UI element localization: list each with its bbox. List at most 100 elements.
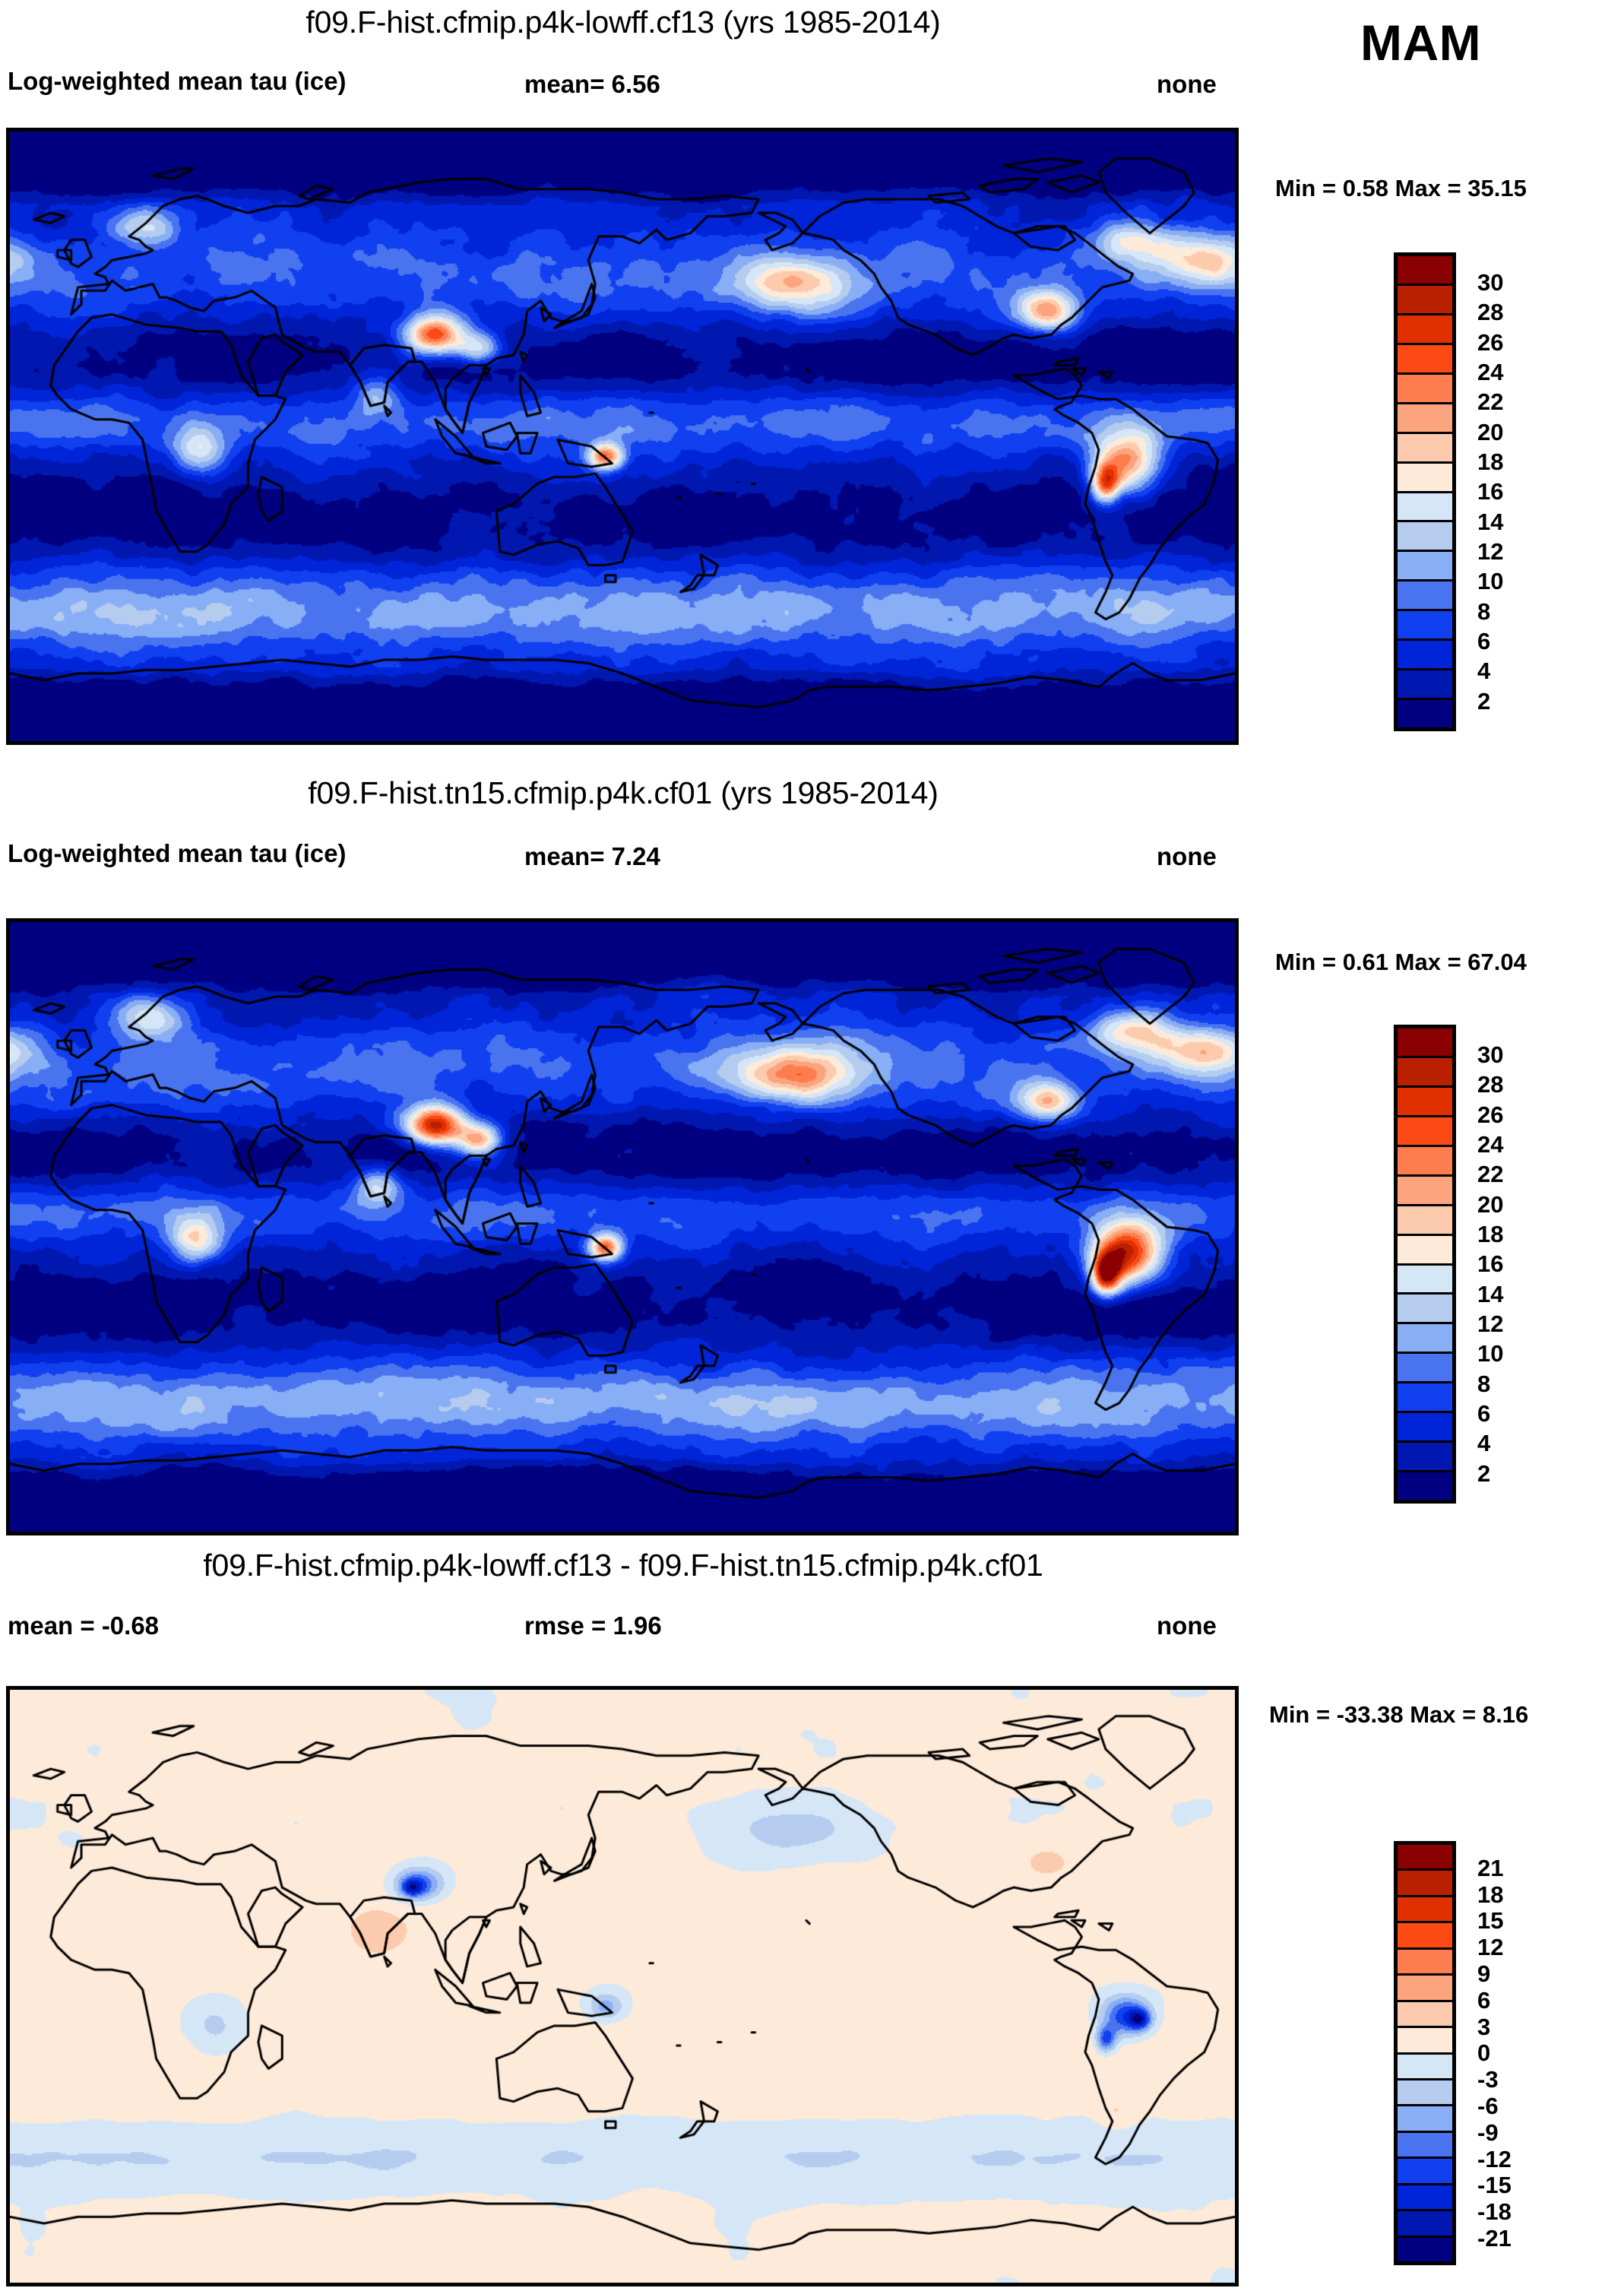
colorbar-band (1398, 285, 1452, 315)
panel-middle-mean-label: mean= 7.24 (524, 842, 660, 870)
colorbar-tick-label: 2 (1477, 1459, 1491, 1487)
colorbar-band (1398, 1845, 1452, 1871)
map-panel-diff[interactable] (6, 1686, 1239, 2286)
colorbar-band (1398, 404, 1452, 434)
colorbar-tick-label: 22 (1477, 1161, 1504, 1188)
colorbar-band (1398, 1443, 1452, 1473)
colorbar-tick-label: 10 (1477, 1340, 1504, 1367)
colorbar-tick-label: 28 (1477, 299, 1504, 326)
panel-middle-minmax: Min = 0.61 Max = 67.04 (1275, 949, 1527, 975)
colorbar-tick-label: 0 (1477, 2039, 1491, 2067)
colorbar-band (1398, 2211, 1452, 2238)
colorbar-band (1398, 1472, 1452, 1500)
colorbar-tick-label: 24 (1477, 359, 1504, 386)
colorbar-band (1398, 1897, 1452, 1924)
colorbar-band (1398, 1057, 1452, 1088)
colorbar-top[interactable] (1394, 252, 1456, 731)
colorbar-tick-label: 14 (1477, 1280, 1504, 1307)
colorbar-tick-label: 26 (1477, 328, 1504, 356)
panel-top-mean-label: mean= 6.56 (524, 70, 660, 98)
colorbar-middle[interactable] (1394, 1025, 1456, 1504)
colorbar-band (1398, 1354, 1452, 1384)
colorbar-band (1398, 2159, 1452, 2185)
colorbar-band (1398, 1383, 1452, 1414)
colorbar-tick-label: -3 (1477, 2066, 1499, 2093)
colorbar-tick-label: 3 (1477, 2013, 1491, 2040)
colorbar-band (1398, 433, 1452, 464)
colorbar-tick-label: 30 (1477, 1041, 1504, 1069)
colorbar-tick-label: 16 (1477, 478, 1504, 505)
panel-middle-variable-label: Log-weighted mean tau (ice) (8, 839, 347, 867)
colorbar-tick-label: 12 (1477, 1934, 1504, 1961)
map-panel-middle[interactable] (6, 918, 1239, 1535)
colorbar-band (1398, 670, 1452, 701)
colorbar-tick-label: 15 (1477, 1907, 1504, 1935)
colorbar-band (1398, 256, 1452, 286)
colorbar-tick-label: 16 (1477, 1250, 1504, 1278)
map-panel-top[interactable] (6, 128, 1239, 745)
colorbar-tick-label: -21 (1477, 2225, 1512, 2252)
colorbar-tick-label: 20 (1477, 418, 1504, 445)
colorbar-band (1398, 2028, 1452, 2055)
colorbar-tick-label: 24 (1477, 1131, 1504, 1158)
panel-diff-minmax: Min = -33.38 Max = 8.16 (1269, 1701, 1529, 1728)
colorbar-band (1398, 493, 1452, 523)
colorbar-band (1398, 1235, 1452, 1266)
season-label: MAM (1360, 14, 1482, 71)
colorbar-band (1398, 1206, 1452, 1236)
colorbar-tick-label: 28 (1477, 1071, 1504, 1098)
panel-diff-rmse-label: rmse = 1.96 (524, 1611, 662, 1640)
colorbar-band (1398, 1087, 1452, 1117)
colorbar-tick-label: 4 (1477, 658, 1491, 685)
panel-top-units-label: none (1157, 70, 1217, 98)
colorbar-tick-label: 30 (1477, 269, 1504, 296)
colorbar-band (1398, 2054, 1452, 2080)
colorbar-tick-label: 8 (1477, 1370, 1491, 1397)
colorbar-band (1398, 700, 1452, 727)
colorbar-tick-label: -15 (1477, 2172, 1512, 2199)
colorbar-band (1398, 2132, 1452, 2160)
colorbar-tick-label: 18 (1477, 1881, 1504, 1908)
colorbar-band (1398, 344, 1452, 375)
colorbar-band (1398, 1176, 1452, 1206)
colorbar-band (1398, 582, 1452, 612)
colorbar-band (1398, 2237, 1452, 2261)
map-canvas-middle (10, 922, 1235, 1532)
colorbar-band (1398, 1413, 1452, 1443)
colorbar-band (1398, 2001, 1452, 2029)
colorbar-tick-label: 9 (1477, 1960, 1491, 1988)
colorbar-band (1398, 463, 1452, 493)
colorbar-band (1398, 1949, 1452, 1976)
colorbar-tick-label: 6 (1477, 1400, 1491, 1428)
colorbar-tick-label: -18 (1477, 2198, 1512, 2226)
panel-diff-units-label: none (1157, 1611, 1217, 1640)
colorbar-band (1398, 374, 1452, 404)
colorbar-band (1398, 611, 1452, 642)
colorbar-tick-label: 6 (1477, 628, 1491, 655)
colorbar-band (1398, 1295, 1452, 1325)
colorbar-tick-label: 18 (1477, 1221, 1504, 1248)
colorbar-band (1398, 552, 1452, 582)
colorbar-band (1398, 522, 1452, 553)
colorbar-band (1398, 2080, 1452, 2107)
colorbar-tick-label: 20 (1477, 1190, 1504, 1218)
colorbar-band (1398, 315, 1452, 345)
colorbar-band (1398, 1117, 1452, 1147)
colorbar-tick-label: -9 (1477, 2118, 1499, 2146)
colorbar-middle-ticklabels: 30 28 26 24 22 20 18 16 14 12 10 8 6 4 2 (1477, 1040, 1503, 1488)
colorbar-band (1398, 641, 1452, 671)
colorbar-tick-label: 12 (1477, 1310, 1504, 1338)
colorbar-diff[interactable] (1394, 1841, 1456, 2265)
colorbar-band (1398, 1146, 1452, 1177)
colorbar-tick-label: 2 (1477, 687, 1491, 715)
panel-diff-mean-label: mean = -0.68 (8, 1611, 160, 1640)
colorbar-band (1398, 1265, 1452, 1295)
colorbar-tick-label: 26 (1477, 1101, 1504, 1128)
panel-middle-title: f09.F-hist.tn15.cfmip.p4k.cf01 (yrs 1985… (308, 775, 939, 810)
panel-middle-units-label: none (1157, 842, 1217, 870)
colorbar-tick-label: 6 (1477, 1986, 1491, 2014)
map-canvas-diff (10, 1690, 1235, 2283)
colorbar-band (1398, 2106, 1452, 2133)
colorbar-tick-label: 18 (1477, 448, 1504, 476)
panel-top-minmax: Min = 0.58 Max = 35.15 (1275, 175, 1527, 201)
